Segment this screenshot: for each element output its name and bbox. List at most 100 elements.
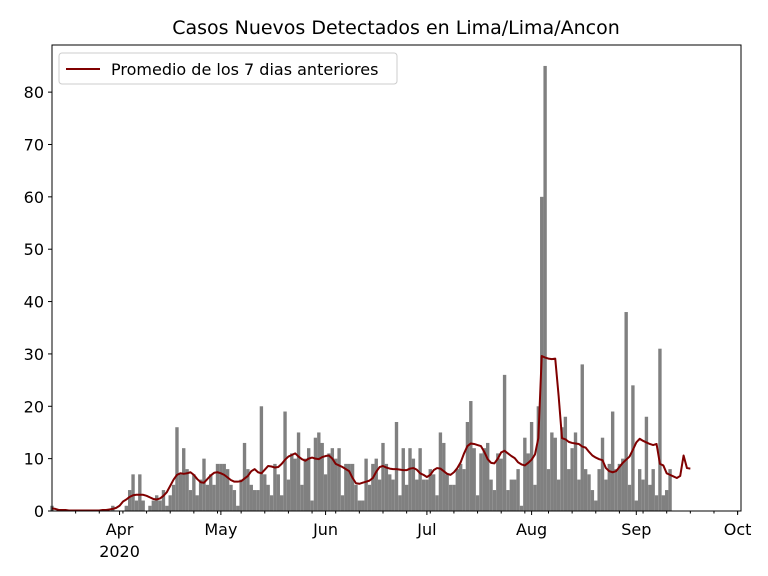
bar: [286, 479, 291, 511]
legend: Promedio de los 7 dias anteriores: [58, 52, 398, 85]
bar: [438, 432, 443, 511]
bar: [536, 406, 541, 511]
y-tick-label: 10: [24, 450, 44, 469]
bar: [347, 463, 351, 511]
bar: [300, 484, 304, 511]
bar: [637, 469, 642, 511]
bar: [465, 421, 470, 511]
bar: [442, 442, 446, 511]
bar: [607, 463, 611, 511]
y-tick-label: 50: [24, 240, 44, 259]
bar: [340, 495, 345, 511]
bar: [320, 442, 324, 511]
x-tick-label: Jun: [312, 520, 338, 539]
bar: [590, 490, 595, 511]
bar: [307, 448, 311, 511]
bars-group: [50, 65, 672, 511]
bar: [560, 427, 564, 511]
bar: [229, 484, 233, 511]
bar: [161, 490, 166, 511]
bar: [445, 474, 449, 511]
bar: [641, 479, 645, 511]
bar: [580, 364, 584, 511]
x-tick-label: Jul: [416, 520, 436, 539]
series-line: [51, 355, 691, 512]
bar: [594, 500, 598, 511]
bar: [215, 463, 220, 511]
bar: [225, 469, 230, 511]
legend-label: Promedio de los 7 dias anteriores: [111, 60, 378, 79]
bar: [428, 469, 432, 511]
bar: [543, 65, 547, 511]
bar: [293, 458, 297, 511]
bar: [290, 453, 294, 511]
bar: [513, 479, 517, 511]
bar: [344, 463, 348, 511]
bar: [212, 484, 216, 511]
bar: [475, 495, 480, 511]
bar: [279, 495, 284, 511]
bar: [138, 474, 142, 511]
bar: [425, 479, 429, 511]
bar: [127, 490, 132, 511]
bar: [337, 448, 341, 511]
bar: [239, 479, 243, 511]
bar: [533, 484, 537, 511]
bar: [408, 448, 412, 511]
bar: [469, 401, 473, 511]
bar: [131, 474, 135, 511]
x-tick-label: May: [204, 520, 237, 539]
bar: [553, 437, 557, 511]
bar: [614, 469, 618, 511]
y-tick-label: 70: [24, 135, 44, 154]
bar: [455, 469, 459, 511]
bar: [540, 196, 544, 511]
bar: [185, 469, 189, 511]
bar: [448, 484, 453, 511]
bar: [273, 463, 277, 511]
bar: [188, 490, 193, 511]
plot-frame: [51, 44, 742, 512]
bar: [269, 495, 274, 511]
bar: [499, 458, 503, 511]
bar: [388, 474, 392, 511]
bar: [462, 469, 466, 511]
bar: [313, 437, 318, 511]
bar: [404, 484, 409, 511]
bar: [151, 500, 156, 511]
bar: [654, 495, 659, 511]
bar: [573, 432, 578, 511]
bar: [377, 479, 382, 511]
bar: [148, 505, 152, 511]
bar: [242, 442, 247, 511]
bar: [350, 463, 355, 511]
bar: [479, 453, 483, 511]
bar: [597, 469, 601, 511]
bar: [232, 490, 237, 511]
bar: [411, 458, 416, 511]
bar: [435, 495, 439, 511]
bar: [621, 458, 625, 511]
bar: [546, 469, 551, 511]
bar: [516, 469, 520, 511]
bar: [482, 448, 487, 511]
bar: [192, 474, 196, 511]
bar: [364, 458, 368, 511]
bar: [296, 432, 301, 511]
bar: [276, 474, 280, 511]
bar: [330, 448, 335, 511]
bar: [489, 479, 493, 511]
y-tick-label: 60: [24, 188, 44, 207]
bar: [168, 495, 172, 511]
bar: [354, 484, 358, 511]
bar: [634, 500, 638, 511]
bar: [209, 474, 213, 511]
y-tick-label: 80: [24, 83, 44, 102]
bar: [665, 490, 669, 511]
bar: [627, 484, 632, 511]
bar: [519, 505, 524, 511]
y-tick-label: 0: [34, 502, 44, 521]
bar: [361, 500, 365, 511]
bar: [472, 448, 476, 511]
